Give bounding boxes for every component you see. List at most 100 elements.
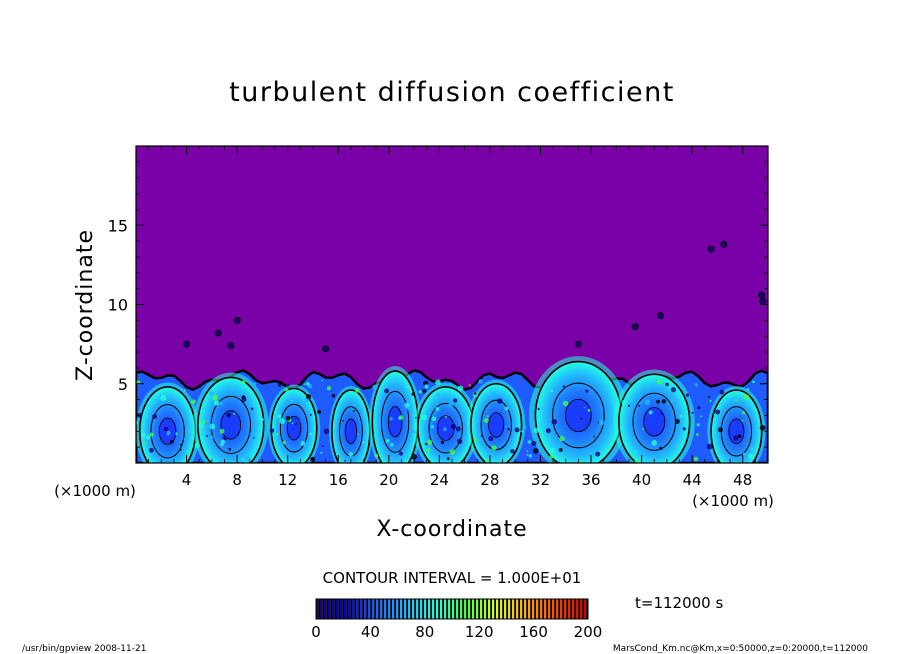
blob xyxy=(214,329,222,337)
colorbar-stripe xyxy=(568,599,571,619)
blob xyxy=(657,312,665,320)
speckle xyxy=(759,424,766,431)
colorbar-stripe xyxy=(508,599,511,619)
colorbar-stripe xyxy=(472,599,475,619)
colorbar-stripe xyxy=(448,599,451,619)
speckle xyxy=(317,409,322,414)
speckle xyxy=(559,436,565,442)
speckle xyxy=(353,410,356,412)
speckle xyxy=(644,399,651,405)
speckle xyxy=(541,384,544,387)
speckle xyxy=(648,410,653,415)
colorbar-stripe-line xyxy=(482,599,484,619)
speckle xyxy=(435,379,441,386)
colorbar-stripe-line xyxy=(330,599,332,619)
speckle xyxy=(160,395,167,402)
speckle xyxy=(480,434,483,437)
cell-contour xyxy=(279,403,309,453)
x-tick-label: 8 xyxy=(232,471,242,489)
speckle xyxy=(435,407,440,411)
speckle xyxy=(372,384,378,390)
speckle xyxy=(213,400,220,406)
speckle xyxy=(443,427,447,432)
colorbar-stripe xyxy=(556,599,559,619)
speckle xyxy=(421,414,428,421)
speckle xyxy=(670,387,677,393)
blob xyxy=(720,240,728,248)
colorbar-stripe-line xyxy=(490,599,492,619)
speckle xyxy=(697,406,701,410)
colorbar-stripe xyxy=(520,599,523,619)
colorbar-stripe-line xyxy=(526,599,528,619)
speckle xyxy=(707,396,710,398)
x-tick-label: 32 xyxy=(531,471,550,489)
speckle xyxy=(715,409,721,415)
colorbar-stripe-line xyxy=(530,599,532,619)
speckle xyxy=(593,435,595,438)
colorbar-tick-label: 160 xyxy=(519,623,548,641)
cell-contour xyxy=(380,390,410,453)
colorbar-stripe-line xyxy=(378,599,380,619)
cell-center xyxy=(220,410,242,440)
speckle xyxy=(735,399,738,402)
footer-right: MarsCond_Km.nc@Km,x=0:50000,z=0:20000,t=… xyxy=(613,644,868,654)
colorbar-stripe xyxy=(332,599,335,619)
colorbar-stripe xyxy=(356,599,359,619)
speckle xyxy=(504,406,509,411)
speckle xyxy=(545,428,551,434)
speckle xyxy=(437,428,439,430)
y-tick-label: 15 xyxy=(108,216,128,235)
speckle xyxy=(143,441,146,444)
speckle xyxy=(717,427,724,433)
colorbar-stripe xyxy=(456,599,459,619)
speckle xyxy=(562,400,569,407)
x-tick-label: 12 xyxy=(278,471,297,489)
cell-contour xyxy=(480,399,512,451)
colorbar-stripe xyxy=(372,599,375,619)
speckle xyxy=(533,427,540,433)
speckle xyxy=(170,439,174,444)
colorbar-stripe-line xyxy=(342,599,344,619)
contour-interval: CONTOUR INTERVAL = 1.000E+01 xyxy=(323,569,582,587)
colorbar-stripe-line xyxy=(402,599,404,619)
speckle xyxy=(253,382,257,385)
speckle xyxy=(520,430,523,433)
speckle xyxy=(152,414,158,419)
plot-area xyxy=(136,146,768,463)
colorbar-stripe xyxy=(496,599,499,619)
speckle xyxy=(584,406,586,409)
speckle xyxy=(660,412,662,415)
speckle xyxy=(307,384,313,389)
colorbar-stripe-line xyxy=(470,599,472,619)
speckle xyxy=(362,441,366,444)
speckle xyxy=(478,379,483,384)
speckle xyxy=(651,440,658,446)
speckle xyxy=(419,400,423,404)
colorbar-stripe xyxy=(320,599,323,619)
speckle xyxy=(485,459,488,463)
colorbar-stripe xyxy=(328,599,331,619)
speckle xyxy=(186,450,189,453)
speckle xyxy=(326,386,332,391)
x-tick-label: 24 xyxy=(430,471,449,489)
speckle xyxy=(202,420,206,424)
speckle xyxy=(473,392,477,395)
speckle xyxy=(179,443,183,446)
speckle xyxy=(277,414,282,419)
speckle xyxy=(275,432,279,436)
colorbar-stripe xyxy=(440,599,443,619)
colorbar-stripe-line xyxy=(502,599,504,619)
colorbar-stripe-line xyxy=(546,599,548,619)
colorbar-stripe xyxy=(464,599,467,619)
colorbar-stripe xyxy=(576,599,579,619)
speckle xyxy=(468,427,471,430)
colorbar-stripe xyxy=(500,599,503,619)
speckle xyxy=(752,430,758,436)
speckle xyxy=(486,415,489,418)
speckle xyxy=(514,427,520,433)
colorbar-stripe-line xyxy=(566,599,568,619)
speckle xyxy=(220,439,226,445)
speckle xyxy=(418,390,423,394)
chart-title: turbulent diffusion coefficient xyxy=(229,77,675,108)
colorbar-tick-label: 80 xyxy=(415,623,434,641)
